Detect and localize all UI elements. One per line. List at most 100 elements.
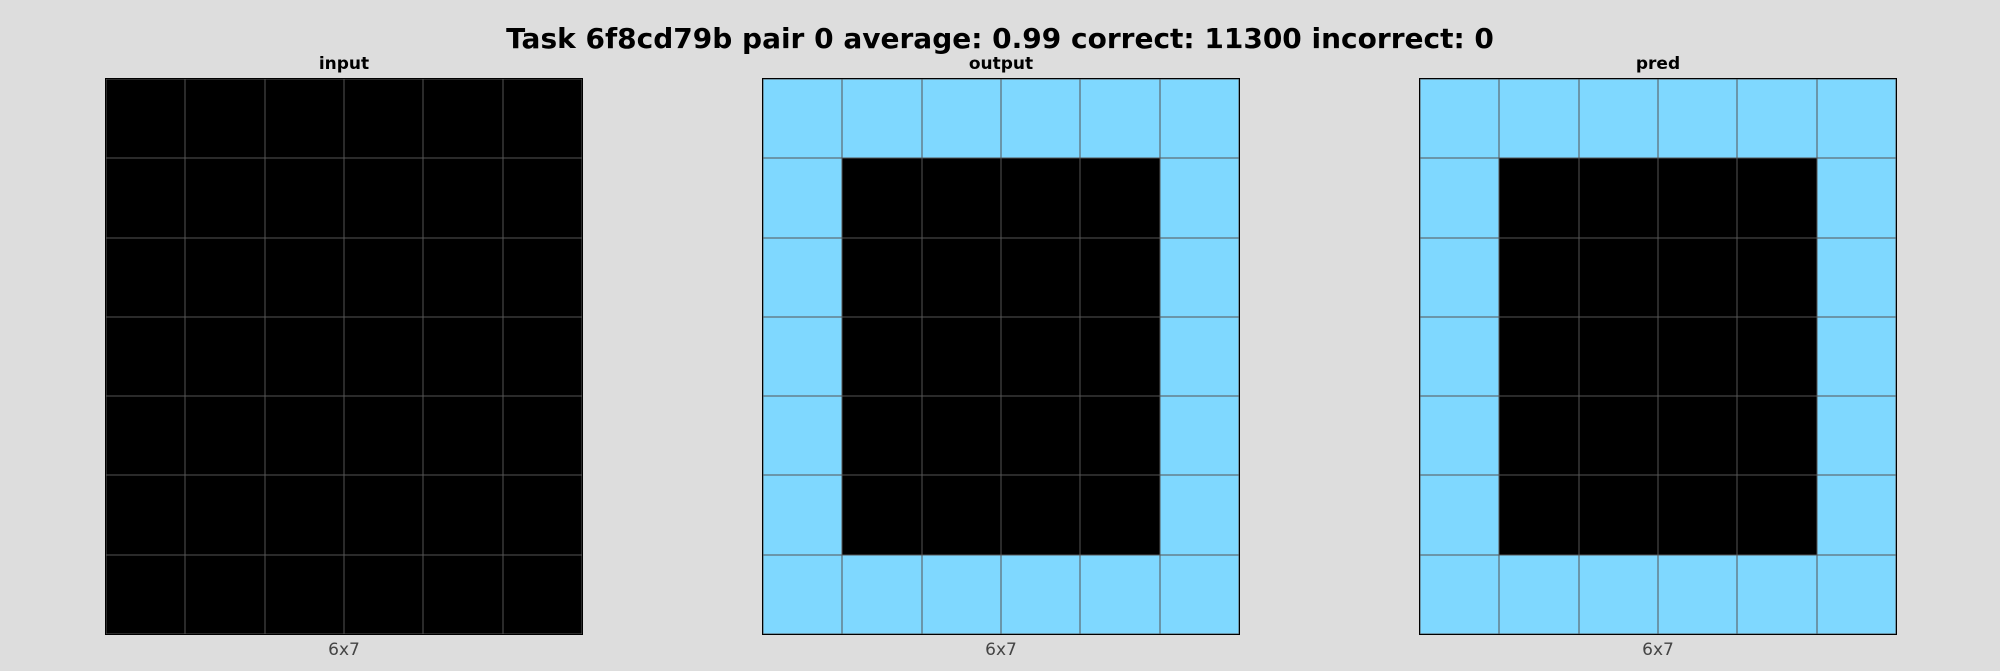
input-cell-r5-c1 (185, 475, 265, 555)
input-cell-r6-c4 (423, 554, 503, 634)
pred-cell-r0-c1 (1499, 79, 1579, 159)
input-cell-r0-c2 (264, 79, 344, 159)
pred-cell-r0-c2 (1578, 79, 1658, 159)
input-cell-r0-c5 (502, 79, 582, 159)
output-cell-r2-c4 (1080, 237, 1160, 317)
output-cell-r6-c2 (921, 554, 1001, 634)
output-cell-r4-c1 (842, 396, 922, 476)
pred-grid (1419, 78, 1897, 635)
pred-cell-r3-c0 (1420, 316, 1500, 397)
pred-cell-r3-c5 (1816, 316, 1896, 397)
output-cell-r5-c4 (1080, 475, 1160, 555)
input-cell-r0-c3 (344, 79, 424, 159)
input-cell-r4-c3 (344, 396, 424, 476)
input-cell-r1-c4 (423, 158, 503, 238)
pred-cell-r3-c4 (1737, 316, 1817, 397)
output-cell-r0-c1 (842, 79, 922, 159)
pred-cell-r6-c3 (1658, 554, 1738, 634)
input-cell-r2-c4 (423, 237, 503, 317)
output-cell-r0-c2 (921, 79, 1001, 159)
input-cell-r4-c5 (502, 396, 582, 476)
output-cell-r3-c4 (1080, 316, 1160, 397)
pred-cell-r0-c4 (1737, 79, 1817, 159)
pred-dimensions: 6x7 (1642, 640, 1674, 660)
input-cell-r6-c2 (264, 554, 344, 634)
pred-cell-r6-c2 (1578, 554, 1658, 634)
pred-cell-r6-c1 (1499, 554, 1579, 634)
output-cell-r3-c3 (1001, 316, 1081, 397)
input-cell-r5-c0 (106, 475, 186, 555)
pred-cell-r3-c3 (1658, 316, 1738, 397)
input-cell-r1-c2 (264, 158, 344, 238)
input-cell-r6-c0 (106, 554, 186, 634)
pred-cell-r5-c5 (1816, 475, 1896, 555)
output-cell-r1-c2 (921, 158, 1001, 238)
output-cell-r3-c2 (921, 316, 1001, 397)
pred-cell-r1-c3 (1658, 158, 1738, 238)
input-cell-r3-c1 (185, 316, 265, 397)
pred-cell-r3-c1 (1499, 316, 1579, 397)
output-cell-r1-c4 (1080, 158, 1160, 238)
pred-panel-title: pred (1635, 54, 1681, 74)
output-cell-r2-c5 (1159, 237, 1239, 317)
pred-cell-r4-c2 (1578, 396, 1658, 476)
pred-cell-r2-c5 (1816, 237, 1896, 317)
pred-cell-r1-c2 (1578, 158, 1658, 238)
input-dimensions: 6x7 (328, 640, 360, 660)
pred-cell-r5-c0 (1420, 475, 1500, 555)
output-cell-r4-c0 (763, 396, 843, 476)
input-cell-r0-c4 (423, 79, 503, 159)
input-panel-title: input (318, 54, 370, 74)
pred-cell-r5-c4 (1737, 475, 1817, 555)
input-cell-r2-c2 (264, 237, 344, 317)
output-cell-r4-c3 (1001, 396, 1081, 476)
output-panel-title: output (968, 54, 1034, 74)
pred-cell-r5-c3 (1658, 475, 1738, 555)
output-cell-r5-c3 (1001, 475, 1081, 555)
input-cell-r6-c5 (502, 554, 582, 634)
pred-cell-r1-c1 (1499, 158, 1579, 238)
output-dimensions: 6x7 (985, 640, 1017, 660)
input-cell-r5-c5 (502, 475, 582, 555)
pred-cell-r6-c5 (1816, 554, 1896, 634)
pred-cell-r6-c0 (1420, 554, 1500, 634)
output-cell-r5-c1 (842, 475, 922, 555)
output-cell-r2-c3 (1001, 237, 1081, 317)
output-panel: output 6x7 (762, 50, 1240, 665)
output-cell-r0-c0 (763, 79, 843, 159)
output-cell-r5-c0 (763, 475, 843, 555)
input-cell-r3-c0 (106, 316, 186, 397)
output-cell-r0-c5 (1159, 79, 1239, 159)
pred-cell-r2-c4 (1737, 237, 1817, 317)
output-cell-r6-c1 (842, 554, 922, 634)
input-cell-r6-c3 (344, 554, 424, 634)
input-cell-r3-c3 (344, 316, 424, 397)
input-cell-r5-c2 (264, 475, 344, 555)
input-cell-r3-c4 (423, 316, 503, 397)
output-cell-r0-c3 (1001, 79, 1081, 159)
pred-cell-r4-c4 (1737, 396, 1817, 476)
output-cell-r3-c1 (842, 316, 922, 397)
input-panel: input 6x7 (105, 50, 583, 665)
input-cell-r4-c2 (264, 396, 344, 476)
input-cell-r0-c1 (185, 79, 265, 159)
input-cell-r4-c4 (423, 396, 503, 476)
output-cell-r1-c0 (763, 158, 843, 238)
pred-cell-r0-c3 (1658, 79, 1738, 159)
output-cell-r2-c1 (842, 237, 922, 317)
input-cell-r6-c1 (185, 554, 265, 634)
output-cell-r4-c4 (1080, 396, 1160, 476)
output-cell-r6-c3 (1001, 554, 1081, 634)
input-cell-r1-c0 (106, 158, 186, 238)
input-cell-r1-c3 (344, 158, 424, 238)
input-cell-r2-c5 (502, 237, 582, 317)
pred-cell-r2-c0 (1420, 237, 1500, 317)
pred-cell-r2-c3 (1658, 237, 1738, 317)
output-cell-r2-c0 (763, 237, 843, 317)
pred-cell-r6-c4 (1737, 554, 1817, 634)
pred-cell-r4-c5 (1816, 396, 1896, 476)
output-cell-r6-c4 (1080, 554, 1160, 634)
pred-cell-r4-c0 (1420, 396, 1500, 476)
output-cell-r6-c5 (1159, 554, 1239, 634)
pred-cell-r2-c2 (1578, 237, 1658, 317)
